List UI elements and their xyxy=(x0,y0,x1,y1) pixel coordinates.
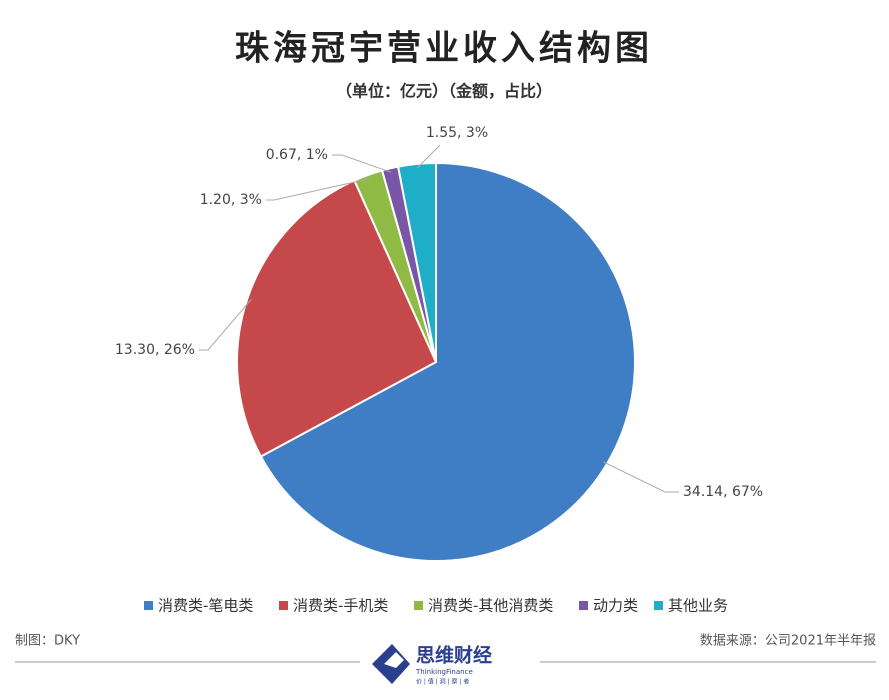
legend-swatch xyxy=(279,601,288,610)
leader-line xyxy=(603,461,679,493)
data-label: 34.14, 67% xyxy=(683,484,763,500)
legend: 消费类-笔电类 消费类-手机类 消费类-其他消费类 动力类 其他业务 xyxy=(144,597,728,615)
legend-label: 其他业务 xyxy=(668,597,728,615)
data-label: 1.20, 3% xyxy=(200,192,262,208)
author: 制图：DKY xyxy=(15,634,80,649)
pie-slice xyxy=(236,179,438,458)
legend-label: 动力类 xyxy=(593,597,638,615)
legend-label: 消费类-其他消费类 xyxy=(428,597,553,615)
source: 数据来源：公司2021年半年报 xyxy=(700,634,876,649)
data-label: 0.67, 1% xyxy=(266,147,328,163)
legend-swatch xyxy=(654,601,663,610)
leader-line xyxy=(266,178,370,201)
leader-line xyxy=(199,299,252,351)
leader-line xyxy=(332,154,392,173)
chart-subtitle: （单位：亿元）（金额，占比） xyxy=(336,82,552,101)
chart-title: 珠海冠宇营业收入结构图 xyxy=(235,29,653,69)
data-label: 1.55, 3% xyxy=(426,125,488,141)
logo-icon xyxy=(384,652,404,668)
logo-en: ThinkingFinance xyxy=(415,668,473,676)
pie-slice xyxy=(396,161,437,363)
legend-swatch xyxy=(414,601,423,610)
legend-swatch xyxy=(144,601,153,610)
legend-label: 消费类-笔电类 xyxy=(158,597,253,615)
logo-text: 思维财经 xyxy=(416,644,492,667)
logo-slogan: 价 | 值 | 洞 | 察 | 者 xyxy=(416,678,469,686)
data-label: 13.30, 26% xyxy=(115,342,195,358)
legend-swatch xyxy=(579,601,588,610)
legend-label: 消费类-手机类 xyxy=(293,597,388,615)
leader-line xyxy=(417,144,441,169)
pie: 34.14, 67% 13.30, 26% 1.20, 3% 0.67, 1% 1.55… xyxy=(115,125,763,562)
logo: 思维财经 ThinkingFinance 价 | 值 | 洞 | 察 | 者 xyxy=(372,644,492,686)
